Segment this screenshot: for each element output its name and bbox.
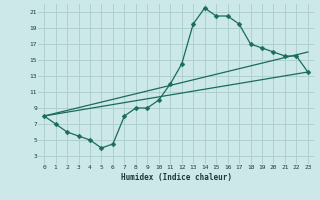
X-axis label: Humidex (Indice chaleur): Humidex (Indice chaleur): [121, 173, 231, 182]
